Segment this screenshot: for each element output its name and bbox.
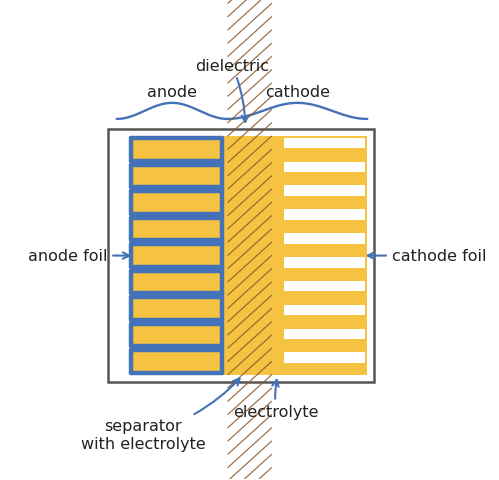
Bar: [284, 305, 365, 315]
Bar: [284, 257, 365, 268]
Bar: [284, 329, 365, 339]
Bar: [284, 162, 365, 173]
Text: anode foil: anode foil: [28, 249, 129, 264]
Bar: [284, 137, 367, 375]
Text: separator
with electrolyte: separator with electrolyte: [81, 379, 240, 451]
Bar: [284, 281, 365, 292]
Text: anode: anode: [147, 84, 197, 100]
Bar: [284, 353, 365, 363]
Bar: [108, 130, 374, 383]
Text: cathode foil: cathode foil: [368, 249, 486, 264]
Bar: [228, 137, 272, 375]
Bar: [284, 138, 365, 149]
Bar: [284, 234, 365, 244]
Bar: [284, 210, 365, 220]
Bar: [284, 186, 365, 196]
Bar: [130, 137, 228, 375]
Bar: [272, 137, 284, 375]
Text: cathode: cathode: [265, 84, 330, 100]
Text: electrolyte: electrolyte: [234, 380, 319, 420]
Text: dielectric: dielectric: [195, 59, 269, 122]
